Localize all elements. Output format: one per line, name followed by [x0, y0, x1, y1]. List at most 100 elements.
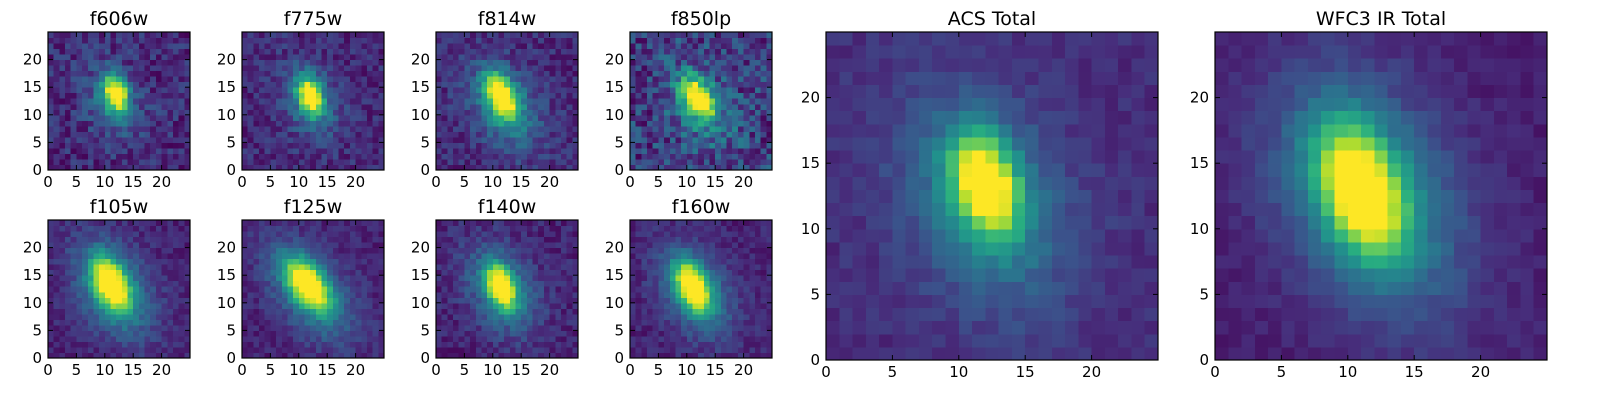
pixel-cell [259, 136, 266, 143]
pixel-cell [572, 236, 579, 243]
pixel-cell [635, 275, 642, 282]
pixel-cell [749, 280, 756, 287]
pixel-cell [287, 109, 294, 116]
pixel-cell [53, 65, 60, 72]
pixel-cell [150, 92, 157, 99]
pixel-cell [504, 319, 511, 326]
pixel-cell [155, 346, 163, 353]
pixel-cell [458, 335, 465, 342]
pixel-cell [121, 164, 129, 171]
x-tick-label: 5 [460, 361, 470, 379]
pixel-cell [669, 330, 676, 337]
pixel-cell [361, 308, 368, 315]
pixel-cell [155, 37, 163, 44]
pixel-cell [664, 120, 671, 127]
pixel-cell [344, 258, 351, 265]
pixel-cell [641, 147, 648, 154]
pixel-cell [276, 275, 283, 282]
pixel-cell [133, 76, 140, 83]
pixel-cell [560, 98, 568, 105]
pixel-cell [515, 275, 522, 282]
pixel-cell [509, 231, 517, 238]
pixel-cell [155, 220, 163, 227]
pixel-cell [48, 302, 55, 309]
pixel-cell [709, 103, 716, 110]
pixel-cell [116, 164, 123, 171]
pixel-cell [133, 54, 140, 61]
pixel-cell [675, 308, 682, 315]
pixel-cell [155, 48, 163, 55]
pixel-cell [532, 98, 539, 105]
pixel-cell [555, 280, 562, 287]
pixel-cell [82, 92, 89, 99]
pixel-cell [560, 275, 568, 282]
pixel-cell [749, 92, 756, 99]
pixel-cell [521, 92, 528, 99]
pixel-cell [116, 136, 123, 143]
pixel-cell [287, 291, 294, 298]
pixel-cell [487, 225, 494, 232]
pixel-cell [127, 247, 134, 254]
pixel-cell [647, 87, 654, 94]
pixel-cell [184, 147, 191, 154]
pixel-cell [549, 32, 556, 39]
pixel-cell [116, 65, 123, 72]
pixel-cell [703, 324, 711, 331]
pixel-cell [116, 253, 123, 260]
pixel-cell [93, 65, 100, 72]
pixel-cell [715, 142, 722, 149]
pixel-cell [526, 225, 534, 232]
pixel-cell [327, 291, 334, 298]
pixel-cell [53, 313, 60, 320]
pixel-cell [150, 43, 157, 50]
pixel-cell [526, 131, 534, 138]
pixel-cell [630, 136, 637, 143]
pixel-cell [475, 37, 482, 44]
pixel-cell [532, 54, 539, 61]
pixel-cell [270, 37, 277, 44]
pixel-cell [298, 264, 305, 271]
pixel-cell [766, 335, 773, 342]
pixel-cell [538, 220, 545, 227]
pixel-cell [287, 125, 294, 132]
pixel-cell [338, 131, 345, 138]
pixel-cell [509, 346, 517, 353]
pixel-cell [658, 65, 665, 72]
pixel-cell [281, 346, 288, 353]
pixel-cell [538, 280, 545, 287]
pixel-cell [70, 302, 77, 309]
pixel-cell [737, 131, 745, 138]
pixel-cell [76, 308, 83, 315]
pixel-cell [754, 76, 762, 83]
pixel-cell [532, 319, 539, 326]
pixel-cell [178, 164, 185, 171]
pixel-cell [293, 92, 300, 99]
pixel-cell [555, 114, 562, 121]
pixel-cell [692, 153, 699, 160]
pixel-cell [298, 308, 305, 315]
pixel-cell [543, 136, 551, 143]
pixel-cell [366, 92, 374, 99]
pixel-cell [703, 136, 711, 143]
pixel-cell [447, 54, 454, 61]
x-tick-label: 15 [124, 361, 143, 379]
pixel-cell [298, 125, 305, 132]
pixel-cell [487, 242, 494, 249]
pixel-cell [754, 59, 762, 66]
pixel-cell [270, 341, 277, 348]
pixel-cell [247, 87, 254, 94]
pixel-cell [287, 153, 294, 160]
pixel-cell [332, 341, 340, 348]
pixel-cell [259, 346, 266, 353]
pixel-cell [509, 98, 517, 105]
pixel-cell [366, 335, 374, 342]
pixel-cell [475, 81, 482, 88]
pixel-cell [82, 153, 89, 160]
pixel-cell [447, 236, 454, 243]
pixel-cell [287, 92, 294, 99]
pixel-cell [458, 153, 465, 160]
pixel-cell [475, 319, 482, 326]
pixel-cell [487, 76, 494, 83]
pixel-cell [138, 81, 146, 88]
pixel-cell [321, 125, 328, 132]
